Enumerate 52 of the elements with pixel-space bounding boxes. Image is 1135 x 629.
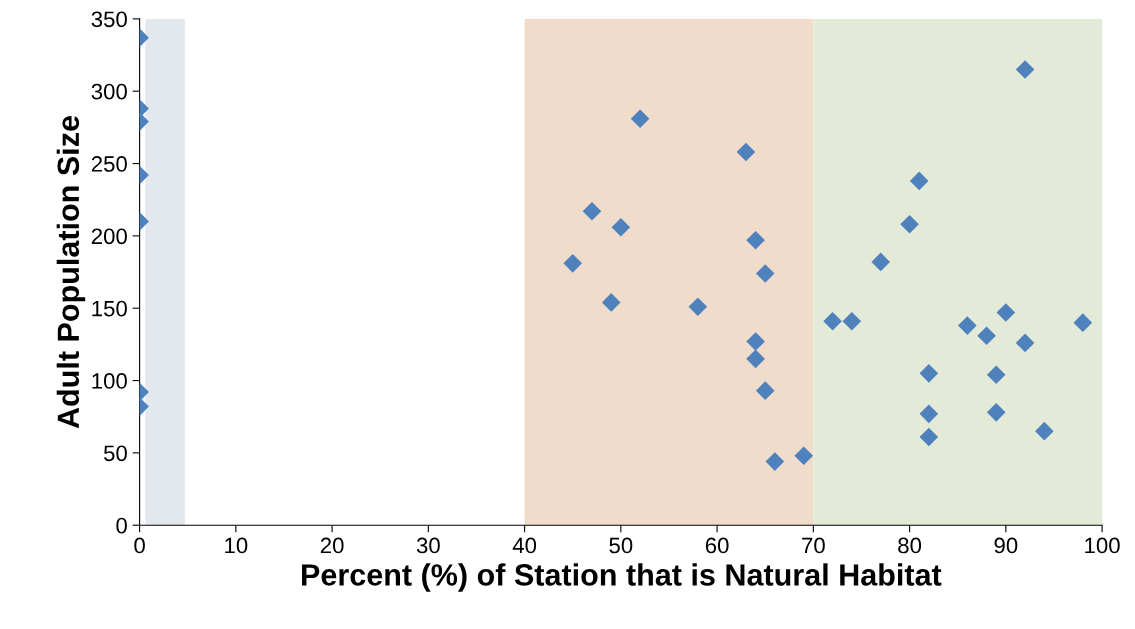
point <box>746 349 765 369</box>
x-axis-title: Percent (%) of Station that is Natural Habitat <box>302 563 942 592</box>
point <box>736 142 756 162</box>
point <box>755 264 775 283</box>
y-tick-label: 350 <box>91 11 127 28</box>
x-tick-label: 0 <box>134 537 145 554</box>
x-tick-label: 60 <box>705 537 729 554</box>
point <box>871 252 891 272</box>
point <box>746 332 765 351</box>
x-tick-label: 50 <box>609 537 633 554</box>
y-tick-label: 100 <box>92 373 127 389</box>
point <box>630 109 650 129</box>
x-tick-label: 100 <box>1085 537 1120 554</box>
point <box>563 254 583 273</box>
point <box>977 326 996 346</box>
point <box>746 230 765 250</box>
point <box>1015 60 1035 79</box>
y-tick-label: 50 <box>103 445 127 462</box>
y-axis-title: Adult Population Size <box>56 116 86 429</box>
point <box>1015 333 1035 353</box>
x-tick-label: 40 <box>512 537 537 554</box>
point <box>755 381 775 400</box>
point <box>909 171 929 191</box>
point <box>765 452 785 471</box>
y-tick-label: 150 <box>92 300 127 317</box>
point <box>986 365 1006 385</box>
point <box>1073 313 1093 332</box>
point <box>958 316 977 335</box>
point <box>794 446 814 466</box>
x-tick-label: 80 <box>898 537 922 554</box>
x-tick-label: 20 <box>320 537 344 554</box>
point <box>919 427 939 447</box>
point <box>611 217 631 237</box>
point <box>996 303 1016 322</box>
point <box>919 404 939 424</box>
y-tick-label: 200 <box>91 228 127 245</box>
x-tick-label: 90 <box>994 537 1018 554</box>
point <box>986 403 1006 422</box>
y-tick-label: 300 <box>91 83 127 100</box>
y-tick-label: 250 <box>91 156 127 172</box>
point <box>823 311 842 331</box>
point <box>900 214 919 234</box>
point <box>919 363 939 383</box>
y-tick-label: 0 <box>116 517 127 534</box>
x-tick-label: 70 <box>802 537 825 554</box>
x-tick-label: 10 <box>225 537 248 554</box>
point <box>688 297 708 317</box>
point <box>842 311 862 331</box>
point <box>601 293 621 312</box>
point <box>1035 421 1054 441</box>
x-tick-label: 30 <box>416 537 440 554</box>
point <box>582 201 602 221</box>
